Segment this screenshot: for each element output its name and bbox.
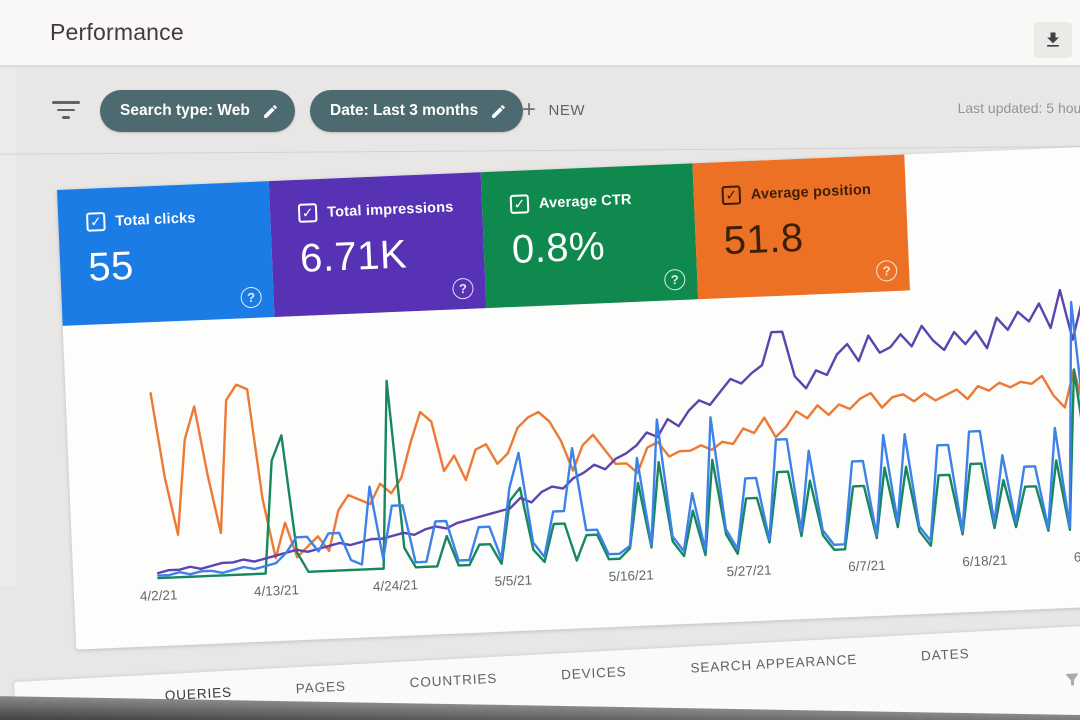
checkbox-checked-icon[interactable] [721, 185, 742, 206]
metric-value: 55 [87, 243, 135, 290]
tab-pages[interactable]: PAGES [295, 678, 347, 697]
export-button[interactable] [1034, 22, 1072, 58]
tab-search-appearance[interactable]: SEARCH APPEARANCE [690, 651, 858, 676]
performance-panel: Total clicks 55 Total impressions 6.71K … [57, 146, 1080, 650]
x-axis-label: 4/24/21 [372, 577, 419, 595]
new-filter-button[interactable]: + NEW [522, 98, 585, 122]
chart-line-impressions [156, 288, 1080, 575]
new-filter-label: NEW [548, 101, 586, 119]
search-type-chip-label: Search type: Web [120, 102, 250, 119]
x-axis-label: 6/29/21 [1073, 547, 1080, 565]
metric-value: 0.8% [510, 224, 606, 272]
checkbox-checked-icon[interactable] [297, 203, 318, 223]
search-type-chip[interactable]: Search type: Web [100, 90, 295, 132]
app-header: Performance [0, 0, 1080, 66]
x-axis-label: 4/2/21 [139, 587, 178, 604]
left-gutter [0, 66, 16, 586]
metric-label: Average CTR [538, 191, 632, 212]
metric-value: 6.71K [299, 232, 408, 281]
page-title: Performance [50, 19, 184, 45]
x-axis-label: 5/27/21 [726, 562, 772, 580]
download-icon [1043, 30, 1063, 50]
chart-line-position [149, 368, 1080, 560]
x-axis-label: 6/18/21 [961, 552, 1008, 570]
tab-devices[interactable]: DEVICES [560, 663, 627, 683]
filter-list-icon[interactable] [52, 101, 80, 124]
table-filter-icon[interactable] [1063, 670, 1080, 689]
x-axis-label: 4/13/21 [253, 582, 300, 600]
pencil-icon [262, 103, 279, 120]
filter-bar: Search type: Web Date: Last 3 months + N… [0, 84, 1080, 140]
checkbox-checked-icon[interactable] [85, 212, 106, 232]
tab-dates[interactable]: DATES [920, 645, 970, 664]
plus-icon: + [522, 96, 537, 123]
checkbox-checked-icon[interactable] [509, 194, 530, 215]
date-range-chip[interactable]: Date: Last 3 months [310, 90, 524, 132]
metric-label: Average position [750, 181, 872, 203]
x-axis-label: 5/5/21 [494, 572, 533, 590]
performance-chart-svg [149, 288, 1080, 580]
date-range-chip-label: Date: Last 3 months [330, 102, 479, 119]
pencil-icon [490, 103, 507, 120]
metric-value: 51.8 [722, 215, 805, 264]
performance-chart[interactable] [62, 266, 1080, 609]
last-updated-text: Last updated: 5 hour [957, 100, 1080, 116]
chart-line-ctr [157, 368, 1080, 580]
tab-countries[interactable]: COUNTRIES [409, 670, 498, 691]
metric-label: Total impressions [326, 198, 454, 221]
metric-label: Total clicks [115, 209, 196, 230]
chart-line-clicks [157, 300, 1080, 577]
dimensions-table-card: QUERIES PAGES COUNTRIES DEVICES SEARCH A… [14, 624, 1080, 720]
x-axis-label: 5/16/21 [608, 567, 654, 585]
x-axis-label: 6/7/21 [847, 557, 886, 575]
